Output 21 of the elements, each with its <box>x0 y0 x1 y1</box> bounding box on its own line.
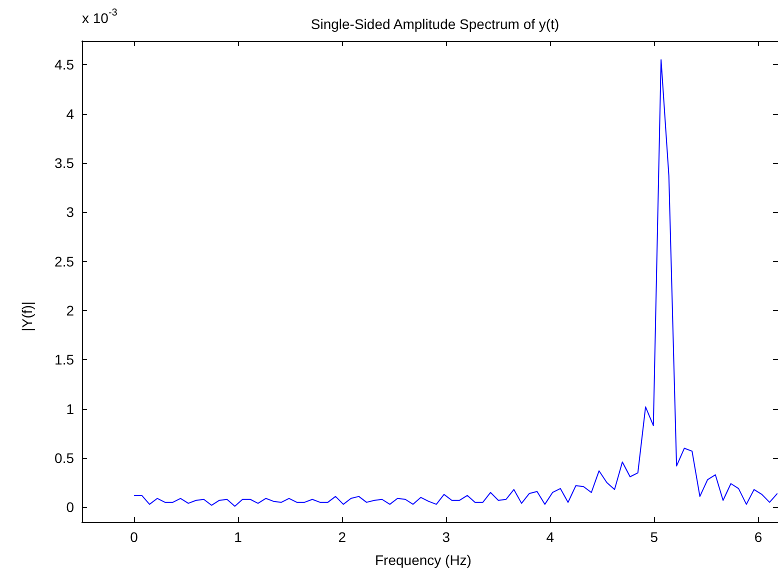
x-tick-label: 1 <box>234 529 242 545</box>
y-tick-label: 1 <box>66 400 74 417</box>
y-tick-label: 4.5 <box>54 56 74 73</box>
y-tick-label: 3.5 <box>54 154 74 171</box>
x-axis-title: Frequency (Hz) <box>375 552 472 568</box>
y-tick-label: 3 <box>66 204 74 220</box>
chart-title: Single-Sided Amplitude Spectrum of y(t) <box>310 16 560 32</box>
x-tick-label: 0 <box>130 529 138 545</box>
x-tick-label: 3 <box>442 529 450 545</box>
x-tick-label: 5 <box>650 529 658 545</box>
y-axis-title: |Y(f)| <box>19 301 35 332</box>
y-tick-label: 1.5 <box>54 352 74 368</box>
line-series <box>134 59 778 507</box>
x-tick-label: 4 <box>546 529 554 545</box>
y-tick-label: 2.5 <box>54 253 74 270</box>
y-tick-label: 0.5 <box>54 450 74 466</box>
x-tick-label: 6 <box>754 529 762 545</box>
y-tick-label: 2 <box>66 302 74 319</box>
x-tick-label: 2 <box>338 529 346 545</box>
y-tick-label: 0 <box>66 499 74 516</box>
y-tick-label: 4 <box>66 106 74 122</box>
